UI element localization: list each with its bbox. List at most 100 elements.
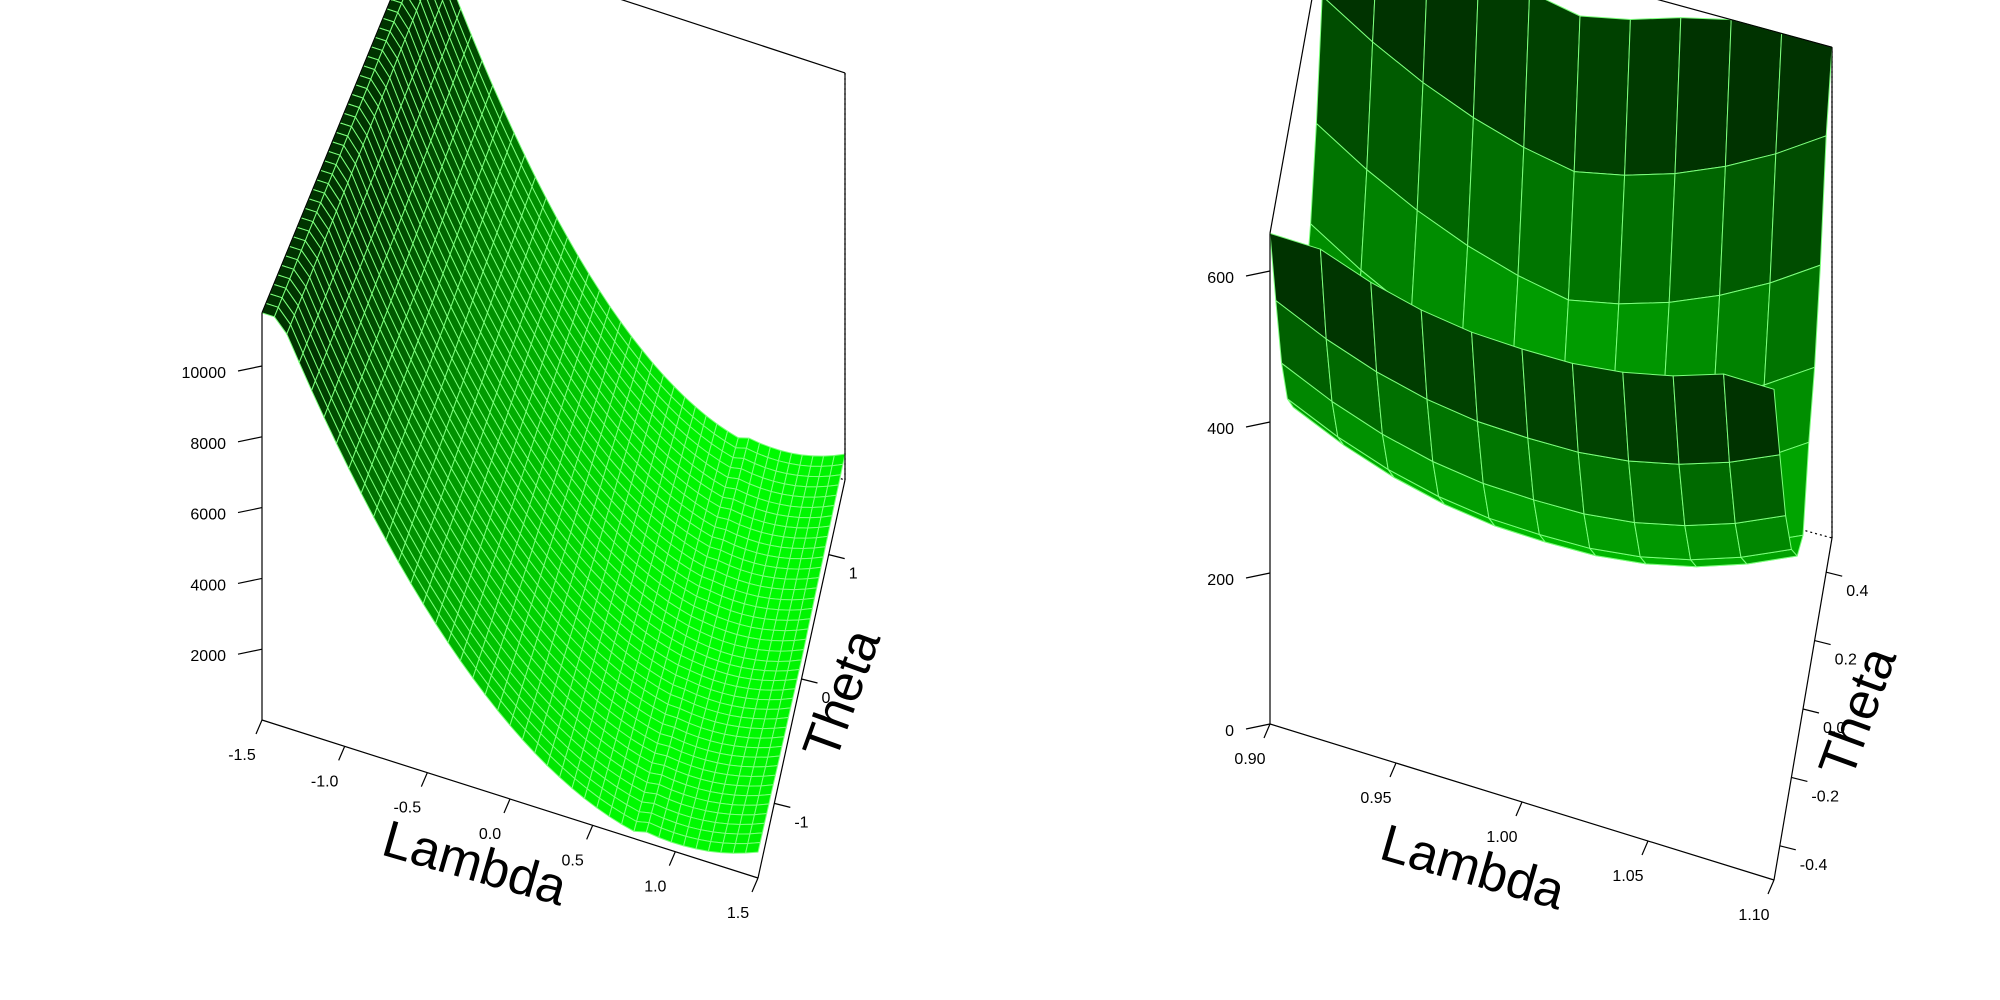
y-tick — [828, 554, 845, 560]
x-tick — [1515, 801, 1523, 817]
surface-facet — [1624, 17, 1682, 176]
x-tick-label: 0.5 — [562, 852, 584, 869]
surface-facet — [1517, 146, 1575, 301]
y-tick-label: 0 — [822, 690, 831, 707]
z-axis: 2000 4000 6000 8000 10000 — [182, 365, 263, 665]
surface-facet — [1668, 165, 1726, 303]
surface-facet — [1674, 17, 1732, 175]
y-axis-title: Theta — [1808, 640, 1908, 785]
x-tick — [1641, 840, 1649, 856]
x-tick-label: 1.05 — [1612, 868, 1643, 885]
z-axis: 0 200 400 600 — [1207, 270, 1271, 740]
surface-facet — [773, 717, 789, 729]
surface-facet — [793, 628, 809, 641]
z-tick-label: 600 — [1207, 270, 1234, 287]
x-tick — [668, 851, 676, 866]
y-tick — [1814, 640, 1831, 646]
x-tick-label: 1.0 — [644, 879, 666, 896]
z-tick-label: 400 — [1207, 421, 1234, 438]
surface-facet — [1523, 0, 1581, 173]
z-tick — [237, 436, 263, 443]
surface-facet — [749, 822, 765, 835]
y-tick-label: -1 — [794, 814, 808, 831]
x-tick — [420, 772, 428, 787]
y-axis-title: Theta — [792, 622, 892, 767]
surface-facet — [827, 474, 842, 487]
surface-facet — [1723, 373, 1781, 463]
y-tick — [1826, 571, 1843, 577]
surface-facet — [745, 842, 761, 854]
z-tick-label: 2000 — [190, 648, 226, 665]
x-axis: 0.90 0.95 1.00 1.05 1.10 Lambda — [1234, 723, 1775, 924]
x-tick — [1263, 723, 1271, 739]
z-tick — [237, 507, 263, 514]
surface-facet — [1684, 522, 1742, 561]
surface-facet — [796, 618, 811, 631]
x-tick-label: 0.0 — [479, 826, 501, 843]
x-tick-label: 0.95 — [1360, 790, 1391, 807]
surface-mesh — [1269, 0, 1833, 568]
surface-facet — [1763, 264, 1821, 386]
surface-facet — [1622, 371, 1680, 465]
y-tick — [801, 678, 818, 684]
surface-facet — [1573, 15, 1631, 176]
y-tick — [1802, 708, 1820, 714]
z-tick — [1245, 723, 1271, 730]
z-tick-label: 200 — [1207, 572, 1234, 589]
surface-facet — [1719, 153, 1777, 296]
surface-facet — [1567, 171, 1626, 305]
surface-facet — [1724, 19, 1783, 167]
x-axis-title: Lambda — [1374, 814, 1571, 922]
surface-facet — [754, 803, 770, 816]
x-axis-title: Lambda — [376, 810, 573, 918]
y-tick-label: -0.4 — [1800, 857, 1828, 874]
y-tick-label: 0.4 — [1846, 583, 1868, 600]
z-tick — [1245, 572, 1271, 579]
surface-facet — [1769, 135, 1827, 284]
y-tick-label: 0.2 — [1835, 652, 1857, 669]
y-tick-label: 0.0 — [1823, 720, 1845, 737]
surface-facet — [758, 784, 774, 796]
x-tick-label: 1.10 — [1738, 907, 1769, 924]
z-tick-label: 0 — [1225, 723, 1234, 740]
y-tick-label: -0.2 — [1811, 788, 1839, 805]
x-tick — [338, 746, 346, 761]
z-tick-label: 10000 — [182, 365, 227, 382]
surface-facet — [807, 566, 822, 580]
x-tick-label: 1.5 — [727, 905, 749, 922]
surface-plot-left: -1.5 -1.0 -0.5 0.0 0.5 1.0 1.5 Lambda -1 0 1 Theta 2… — [182, 0, 892, 922]
surface-facet — [1678, 461, 1736, 527]
x-tick — [255, 719, 263, 735]
surface-facet — [747, 832, 763, 844]
surface-mesh — [261, 0, 846, 854]
box-edge — [1269, 0, 1313, 234]
x-tick-label: 0.90 — [1234, 751, 1265, 768]
z-tick — [237, 648, 263, 655]
x-tick — [503, 798, 511, 814]
surface-facet — [765, 755, 781, 768]
x-tick — [1767, 879, 1775, 895]
surface-facet — [1633, 522, 1692, 561]
surface-plot-right: 0.90 0.95 1.00 1.05 1.10 Lambda -0.4 -0.2 0.0 0.2… — [1207, 0, 1908, 924]
y-tick — [1779, 845, 1796, 851]
z-tick-label: 8000 — [190, 436, 226, 453]
surface-facet — [751, 813, 768, 825]
surface-facet — [1471, 331, 1529, 439]
x-tick-label: -1.0 — [311, 773, 339, 790]
surface-facet — [767, 745, 783, 758]
y-axis: -0.4 -0.2 0.0 0.2 0.4 Theta — [1779, 571, 1908, 874]
surface-facet — [1577, 451, 1635, 523]
surface-facet — [771, 726, 787, 739]
box-edge — [620, 0, 846, 74]
surface-facet — [1571, 362, 1630, 462]
surface-facet — [756, 793, 772, 806]
z-tick — [1245, 421, 1271, 428]
z-tick — [1245, 270, 1271, 277]
surface-facet — [762, 765, 779, 777]
z-tick — [237, 365, 263, 372]
y-tick-label: 1 — [849, 566, 858, 583]
x-tick — [586, 825, 594, 840]
surface-facet — [1672, 373, 1730, 465]
y-tick — [774, 802, 791, 808]
